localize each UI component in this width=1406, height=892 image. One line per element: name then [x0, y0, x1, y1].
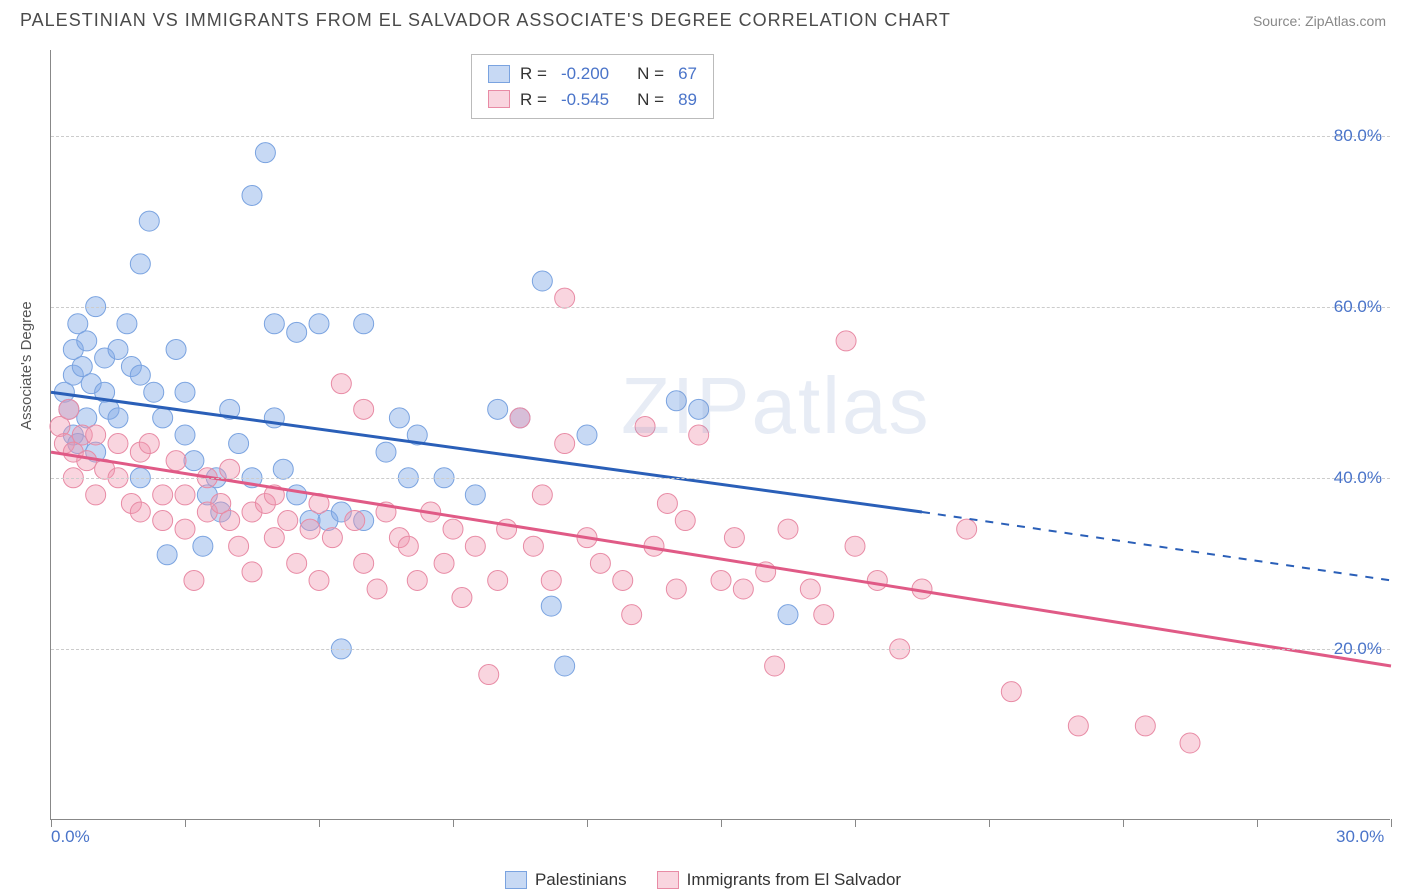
legend-label-1: Palestinians	[535, 870, 627, 890]
r-value-1: -0.200	[561, 61, 609, 87]
chart-title: PALESTINIAN VS IMMIGRANTS FROM EL SALVAD…	[20, 10, 951, 31]
n-value-1: 67	[678, 61, 697, 87]
stats-legend-box: R = -0.200 N = 67 R = -0.545 N = 89	[471, 54, 714, 119]
chart-plot-area: ZIPatlas R = -0.200 N = 67 R = -0.545 N …	[50, 50, 1390, 820]
x-tick-label: 0.0%	[51, 827, 90, 847]
y-tick-label: 80.0%	[1334, 126, 1382, 146]
n-label: N =	[637, 61, 664, 87]
n-label: N =	[637, 87, 664, 113]
y-tick-label: 40.0%	[1334, 468, 1382, 488]
source-attribution: Source: ZipAtlas.com	[1253, 13, 1386, 29]
legend-label-2: Immigrants from El Salvador	[687, 870, 901, 890]
legend-swatch-pink	[657, 871, 679, 889]
n-value-2: 89	[678, 87, 697, 113]
legend-swatch-blue	[488, 65, 510, 83]
r-label: R =	[520, 87, 547, 113]
y-tick-label: 60.0%	[1334, 297, 1382, 317]
x-tick-label: 30.0%	[1336, 827, 1384, 847]
r-value-2: -0.545	[561, 87, 609, 113]
series-legend: Palestinians Immigrants from El Salvador	[0, 870, 1406, 890]
y-tick-label: 20.0%	[1334, 639, 1382, 659]
scatter-plot-svg	[51, 50, 1390, 819]
y-axis-label: Associate's Degree	[18, 301, 35, 430]
r-label: R =	[520, 61, 547, 87]
legend-swatch-pink	[488, 90, 510, 108]
legend-swatch-blue	[505, 871, 527, 889]
